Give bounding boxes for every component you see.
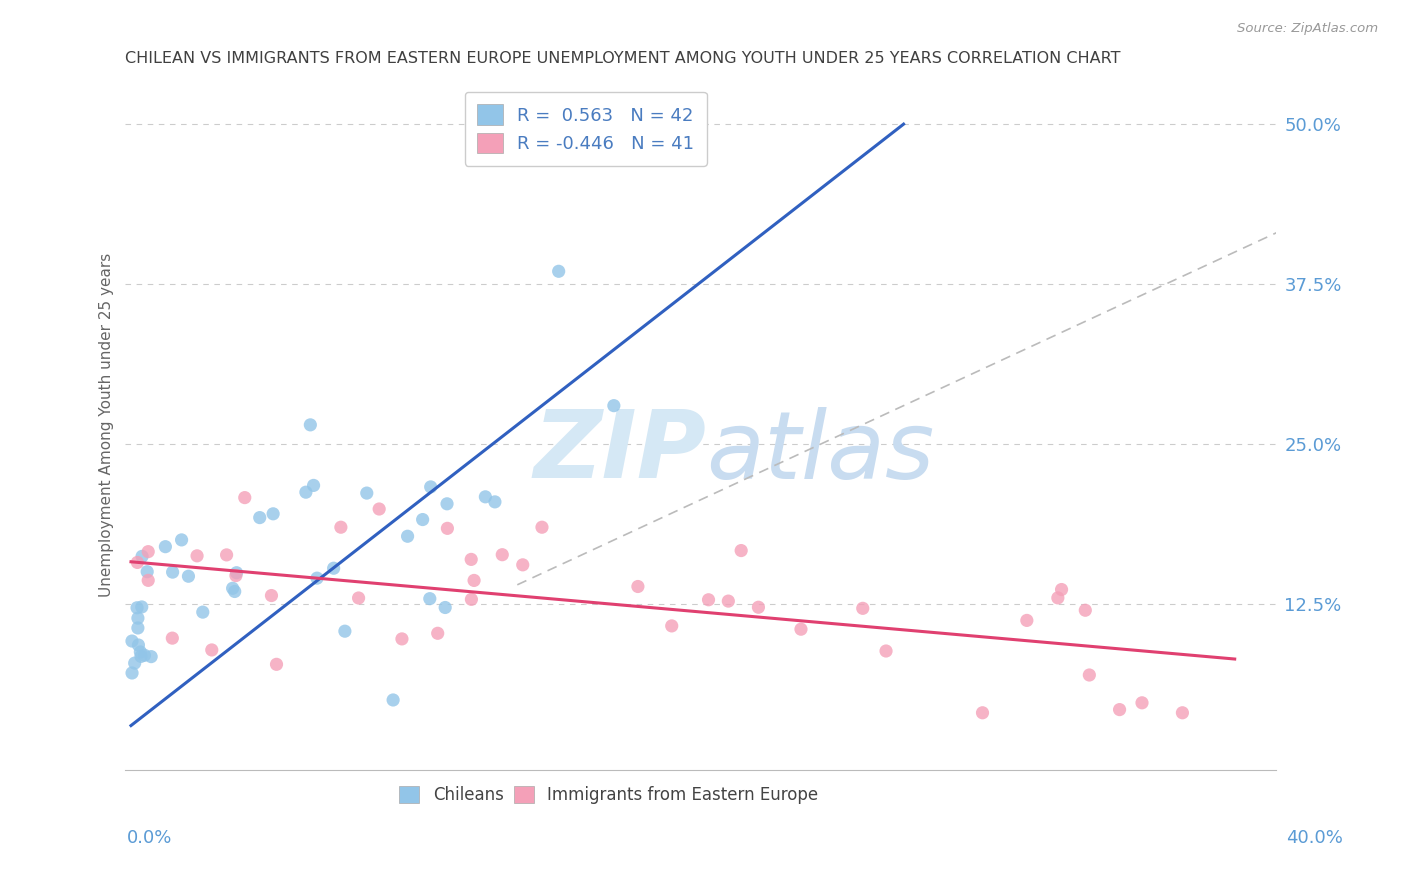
Text: ZIP: ZIP	[534, 407, 707, 499]
Point	[322, 561, 344, 575]
Point	[127, 611, 149, 625]
Legend: Chileans, Immigrants from Eastern Europe: Chileans, Immigrants from Eastern Europe	[392, 779, 825, 811]
Point	[396, 529, 419, 543]
Point	[356, 486, 378, 500]
Point	[162, 631, 184, 645]
Point	[1015, 614, 1038, 628]
Point	[177, 569, 200, 583]
Point	[127, 638, 149, 652]
Point	[426, 626, 449, 640]
Point	[661, 619, 683, 633]
Point	[162, 565, 184, 579]
Point	[474, 490, 496, 504]
Point	[131, 549, 153, 564]
Point	[225, 568, 247, 582]
Point	[260, 589, 283, 603]
Point	[1050, 582, 1073, 597]
Point	[333, 624, 356, 639]
Point	[302, 478, 325, 492]
Point	[412, 512, 434, 526]
Point	[121, 634, 143, 648]
Point	[221, 582, 243, 596]
Point	[127, 621, 149, 635]
Point	[463, 574, 485, 588]
Point	[436, 521, 458, 535]
Point	[460, 592, 482, 607]
Point	[170, 533, 193, 547]
Point	[1130, 696, 1153, 710]
Point	[225, 566, 247, 580]
Point	[266, 657, 288, 672]
Point	[1046, 591, 1069, 605]
Point	[419, 591, 441, 606]
Point	[790, 622, 813, 636]
Text: atlas: atlas	[707, 407, 935, 498]
Point	[129, 649, 152, 664]
Point	[730, 543, 752, 558]
Point	[875, 644, 897, 658]
Point	[1171, 706, 1194, 720]
Point	[134, 648, 156, 663]
Point	[347, 591, 370, 605]
Text: Source: ZipAtlas.com: Source: ZipAtlas.com	[1237, 22, 1378, 36]
Point	[125, 600, 148, 615]
Point	[129, 645, 152, 659]
Point	[233, 491, 256, 505]
Point	[547, 264, 569, 278]
Point	[305, 571, 328, 585]
Point	[491, 548, 513, 562]
Point	[329, 520, 352, 534]
Point	[972, 706, 994, 720]
Point	[124, 656, 146, 670]
Point	[249, 510, 271, 524]
Point	[852, 601, 875, 615]
Point	[717, 594, 740, 608]
Point	[121, 665, 143, 680]
Point	[191, 605, 214, 619]
Point	[434, 600, 457, 615]
Point	[603, 399, 626, 413]
Point	[391, 632, 413, 646]
Point	[186, 549, 208, 563]
Y-axis label: Unemployment Among Youth under 25 years: Unemployment Among Youth under 25 years	[100, 252, 114, 597]
Point	[382, 693, 405, 707]
Point	[215, 548, 238, 562]
Point	[436, 497, 458, 511]
Point	[141, 649, 163, 664]
Point	[295, 485, 318, 500]
Point	[1108, 703, 1130, 717]
Point	[299, 417, 322, 432]
Point	[131, 599, 153, 614]
Point	[368, 502, 391, 516]
Text: 40.0%: 40.0%	[1286, 829, 1343, 847]
Point	[512, 558, 534, 572]
Point	[136, 574, 159, 588]
Point	[419, 480, 441, 494]
Point	[155, 540, 177, 554]
Point	[262, 507, 284, 521]
Point	[201, 643, 224, 657]
Point	[484, 495, 506, 509]
Point	[224, 584, 246, 599]
Text: CHILEAN VS IMMIGRANTS FROM EASTERN EUROPE UNEMPLOYMENT AMONG YOUTH UNDER 25 YEAR: CHILEAN VS IMMIGRANTS FROM EASTERN EUROP…	[125, 51, 1121, 66]
Point	[460, 552, 482, 566]
Point	[747, 600, 769, 615]
Point	[136, 565, 159, 579]
Point	[1078, 668, 1101, 682]
Point	[697, 592, 720, 607]
Text: 0.0%: 0.0%	[127, 829, 172, 847]
Point	[530, 520, 553, 534]
Point	[136, 544, 159, 558]
Point	[1074, 603, 1097, 617]
Point	[627, 580, 650, 594]
Point	[127, 556, 149, 570]
